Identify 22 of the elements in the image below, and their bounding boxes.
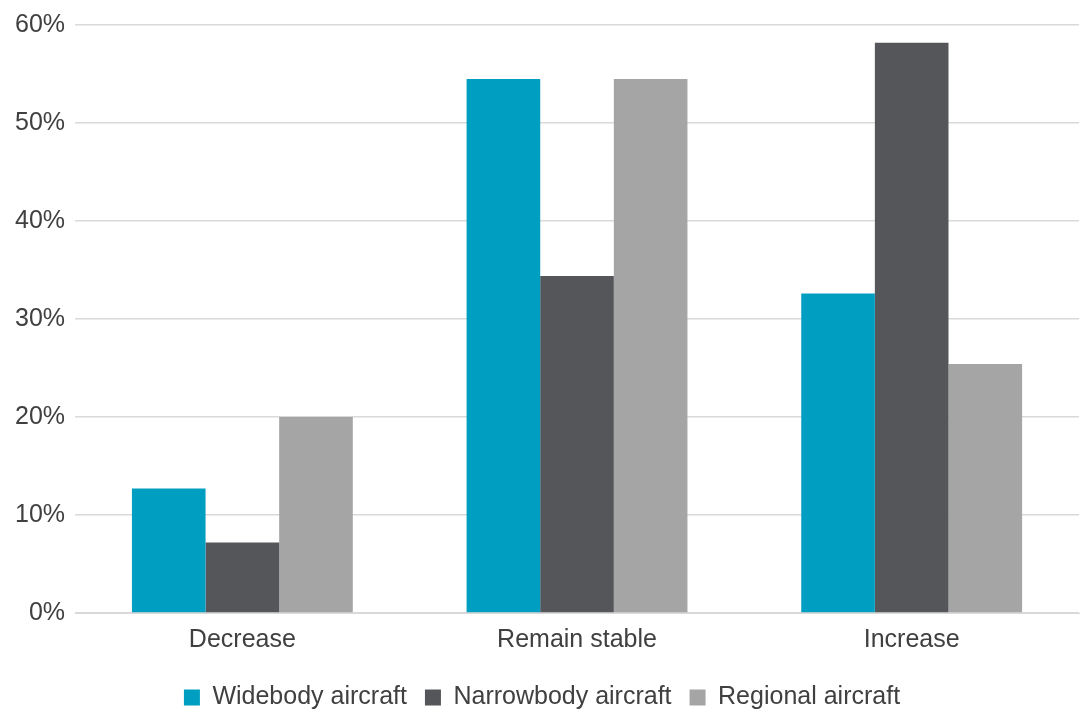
x-tick-label: Increase bbox=[863, 623, 960, 652]
legend-label: Widebody aircraft bbox=[212, 681, 407, 710]
bar bbox=[801, 293, 875, 613]
x-tick-label: Decrease bbox=[188, 623, 296, 652]
bar bbox=[131, 488, 206, 613]
y-tick-label: 40% bbox=[14, 204, 66, 233]
y-tick-label: 20% bbox=[14, 400, 66, 429]
bar bbox=[613, 78, 688, 613]
bar bbox=[466, 78, 541, 613]
bar bbox=[540, 275, 614, 613]
bar bbox=[948, 364, 1023, 613]
y-tick-label: 10% bbox=[14, 498, 66, 527]
bar bbox=[279, 417, 353, 613]
bar bbox=[205, 542, 280, 613]
legend-label: Narrowbody aircraft bbox=[453, 681, 672, 710]
y-tick-label: 50% bbox=[14, 106, 66, 135]
x-tick-label: Remain stable bbox=[497, 623, 657, 652]
y-tick-label: 0% bbox=[28, 596, 66, 625]
y-tick-label: 30% bbox=[14, 302, 66, 331]
y-tick-label: 60% bbox=[14, 8, 66, 37]
legend-label: Regional aircraft bbox=[718, 681, 901, 710]
bar bbox=[874, 42, 949, 613]
